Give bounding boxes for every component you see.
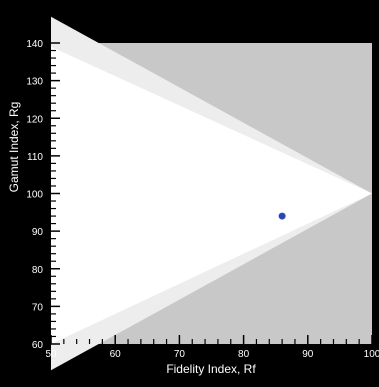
y-tick-label-130: 130 <box>26 77 43 88</box>
y-tick-label-70: 70 <box>32 302 44 313</box>
x-tick-label-90: 90 <box>302 349 314 360</box>
region-valid <box>51 46 372 345</box>
y-tick-label-60: 60 <box>32 340 44 351</box>
y-tick-label-100: 100 <box>26 190 43 201</box>
x-tick-label-50: 50 <box>45 349 57 360</box>
y-tick-label-120: 120 <box>26 114 43 125</box>
y-tick-label-110: 110 <box>27 152 43 163</box>
y-axis: 60 70 80 90 100 110 120 130 140 <box>26 39 60 351</box>
y-tick-label-140: 140 <box>26 39 43 50</box>
x-axis-label: Fidelity Index, Rf <box>166 362 256 376</box>
plot-area <box>51 16 372 371</box>
y-tick-label-90: 90 <box>32 227 44 238</box>
x-tick-label-60: 60 <box>110 349 122 360</box>
x-tick-label-70: 70 <box>174 349 186 360</box>
y-tick-label-80: 80 <box>32 265 44 276</box>
data-point-1 <box>278 212 286 220</box>
x-tick-label-100: 100 <box>364 349 379 360</box>
y-axis-label: Gamut Index, Rg <box>7 102 21 193</box>
x-tick-label-80: 80 <box>238 349 250 360</box>
x-axis: 50 60 70 80 90 100 <box>45 335 379 360</box>
